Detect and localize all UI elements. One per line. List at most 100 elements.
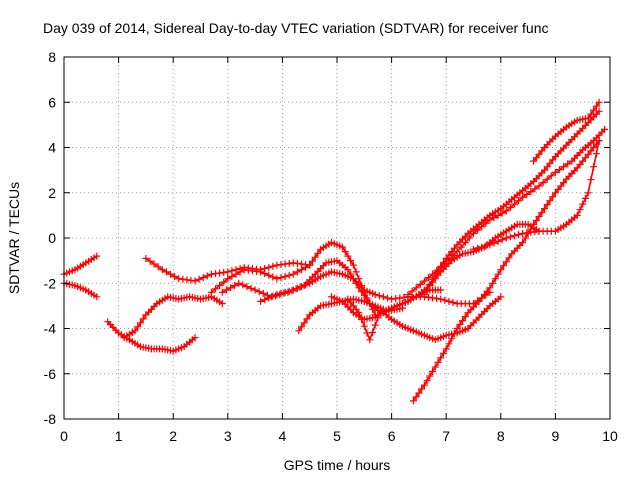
data-point xyxy=(434,358,442,366)
data-point xyxy=(497,293,505,301)
data-point xyxy=(259,289,267,297)
data-point xyxy=(440,258,447,266)
series-track-16 xyxy=(530,98,603,165)
data-point xyxy=(595,98,603,106)
x-tick-label: 3 xyxy=(224,428,232,444)
data-point xyxy=(412,284,420,292)
data-point xyxy=(423,286,431,293)
data-point xyxy=(366,336,374,344)
data-point xyxy=(409,397,417,405)
data-point xyxy=(530,220,538,228)
data-point xyxy=(257,268,265,276)
data-point xyxy=(199,274,207,282)
data-point xyxy=(456,321,464,328)
data-point xyxy=(500,262,507,270)
y-tick-label: 0 xyxy=(48,230,56,246)
data-point xyxy=(437,286,445,294)
data-point xyxy=(426,280,434,288)
x-tick-label: 6 xyxy=(388,428,396,444)
series-track-8 xyxy=(257,268,494,308)
data-point xyxy=(541,205,548,213)
data-point xyxy=(285,271,293,279)
data-point xyxy=(369,329,376,336)
data-point xyxy=(431,270,439,278)
x-tick-label: 9 xyxy=(552,428,560,444)
data-point xyxy=(437,295,445,303)
data-point xyxy=(474,226,482,234)
data-point xyxy=(412,393,420,401)
data-point xyxy=(453,325,461,332)
data-point xyxy=(527,188,535,196)
data-point xyxy=(216,282,224,289)
data-point xyxy=(203,272,211,280)
data-point xyxy=(535,182,543,190)
data-point xyxy=(212,285,219,293)
data-point xyxy=(341,248,349,256)
data-point xyxy=(308,257,316,265)
data-point xyxy=(429,368,436,375)
data-point xyxy=(519,193,527,201)
data-point xyxy=(281,273,289,280)
data-point xyxy=(224,268,232,276)
y-tick-label: -4 xyxy=(44,321,57,337)
data-point xyxy=(344,252,352,260)
data-point xyxy=(285,287,293,295)
data-point xyxy=(93,252,101,260)
data-point xyxy=(587,110,595,118)
data-point xyxy=(231,282,239,289)
data-point xyxy=(257,297,265,305)
data-point xyxy=(191,277,199,285)
data-point xyxy=(236,268,244,276)
data-point xyxy=(420,381,428,389)
data-point xyxy=(576,206,584,214)
data-point xyxy=(491,275,499,283)
data-point xyxy=(445,340,453,348)
data-point xyxy=(277,274,285,282)
data-point xyxy=(265,271,273,279)
data-point xyxy=(302,263,310,271)
data-point xyxy=(344,266,352,274)
data-point xyxy=(551,168,559,176)
data-point xyxy=(441,296,449,304)
data-point xyxy=(547,172,555,180)
y-axis-label: SDTVAR / TECUs xyxy=(6,182,22,294)
data-point xyxy=(404,291,412,299)
data-point xyxy=(289,270,297,278)
x-tick-labels: 0 1 2 3 4 5 6 7 8 9 10 xyxy=(60,428,618,444)
data-point xyxy=(311,253,319,261)
y-tick-labels: -8 -6 -4 -2 0 2 4 6 8 xyxy=(44,49,57,427)
data-point xyxy=(592,150,600,158)
data-point xyxy=(426,372,434,380)
data-point xyxy=(298,266,305,274)
data-point xyxy=(384,294,391,302)
data-point xyxy=(595,137,603,145)
data-point xyxy=(239,281,247,289)
data-point xyxy=(374,314,382,322)
data-point xyxy=(306,261,314,269)
axis-ticks xyxy=(63,56,611,420)
data-point xyxy=(281,288,289,296)
data-point xyxy=(375,292,383,300)
data-point xyxy=(461,313,469,321)
data-point xyxy=(273,291,281,299)
data-point xyxy=(293,268,301,276)
series-track-3 xyxy=(104,318,199,355)
data-point xyxy=(142,254,150,262)
x-axis-label: GPS time / hours xyxy=(284,457,391,473)
data-point xyxy=(131,327,139,335)
data-point xyxy=(584,189,592,197)
data-point xyxy=(486,284,494,292)
data-point xyxy=(564,160,572,168)
data-point xyxy=(531,185,539,193)
data-point xyxy=(339,243,346,251)
data-point xyxy=(465,234,473,242)
data-point xyxy=(595,107,603,115)
data-point xyxy=(227,284,234,292)
data-point xyxy=(314,249,322,257)
data-point xyxy=(498,236,506,244)
data-point xyxy=(218,300,226,308)
data-point xyxy=(300,319,308,327)
data-point xyxy=(494,237,502,245)
data-point xyxy=(420,277,428,285)
